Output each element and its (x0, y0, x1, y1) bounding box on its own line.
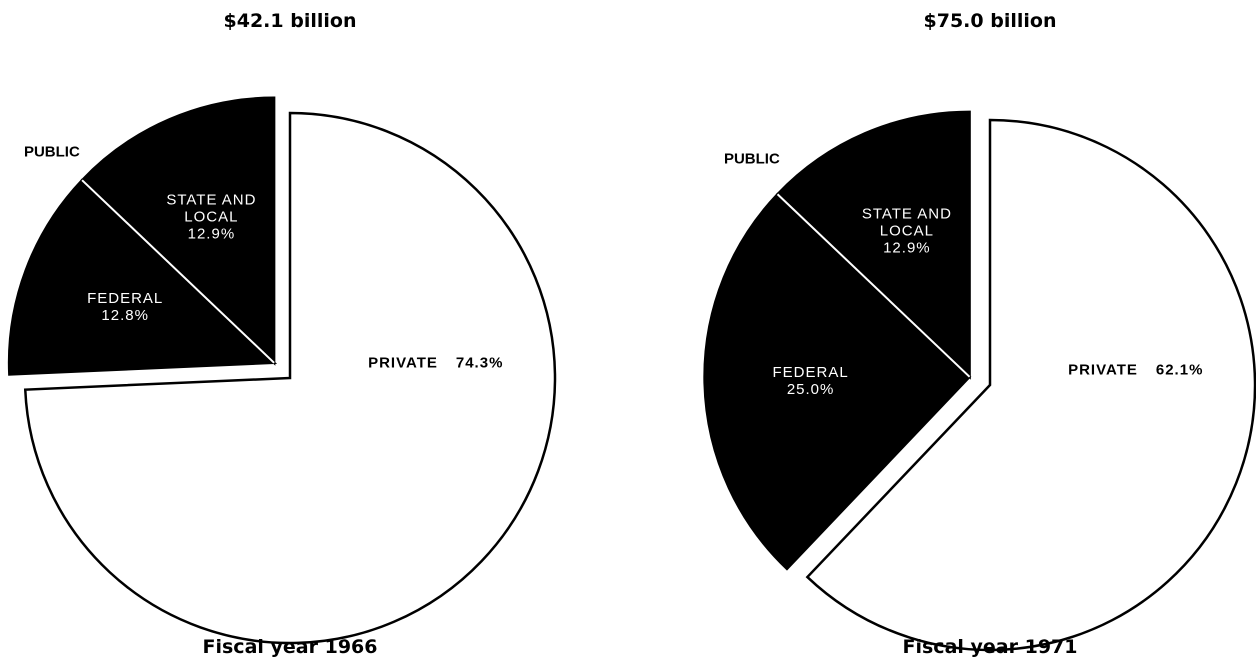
value-label: 25.0% (786, 380, 835, 398)
pie-slice (703, 192, 972, 571)
slice-label: FEDERAL 25.0% (746, 364, 876, 398)
category-label: FEDERAL (772, 363, 849, 381)
value-label: 12.8% (101, 307, 149, 325)
category-label: STATE AND LOCAL (861, 205, 952, 240)
pie-slice (775, 110, 971, 380)
slice-label: STATE AND LOCAL 12.9% (842, 205, 972, 256)
value-label: 12.9% (187, 225, 236, 243)
category-label: STATE AND LOCAL (166, 191, 257, 226)
slice-label: FEDERAL 12.8% (60, 290, 190, 324)
annotation: PUBLIC (723, 150, 780, 168)
chart-title: $75.0 billion (923, 10, 1057, 32)
category-label: FEDERAL (87, 290, 164, 308)
slice-label: STATE AND LOCAL 12.9% (146, 191, 276, 242)
chart-title: $42.1 billion (223, 10, 357, 32)
slice-label: PRIVATE 62.1% (1026, 362, 1246, 379)
pie-slice (805, 118, 1256, 652)
value-label: 74.3% (455, 354, 504, 372)
chart-caption: Fiscal year 1966 (202, 636, 378, 658)
slice-divider (776, 193, 971, 378)
category-label: PRIVATE (368, 354, 438, 372)
slice-label: PRIVATE 74.3% (326, 355, 546, 372)
pie-slice (80, 96, 276, 366)
pie-slice (23, 111, 557, 645)
value-label: 62.1% (1155, 361, 1204, 379)
chart-caption: Fiscal year 1971 (902, 636, 1078, 658)
slice-divider (81, 179, 275, 364)
category-label: PRIVATE (1068, 361, 1138, 379)
annotation: PUBLIC (23, 143, 80, 161)
pie-slice (7, 178, 278, 376)
value-label: 12.9% (883, 239, 931, 257)
